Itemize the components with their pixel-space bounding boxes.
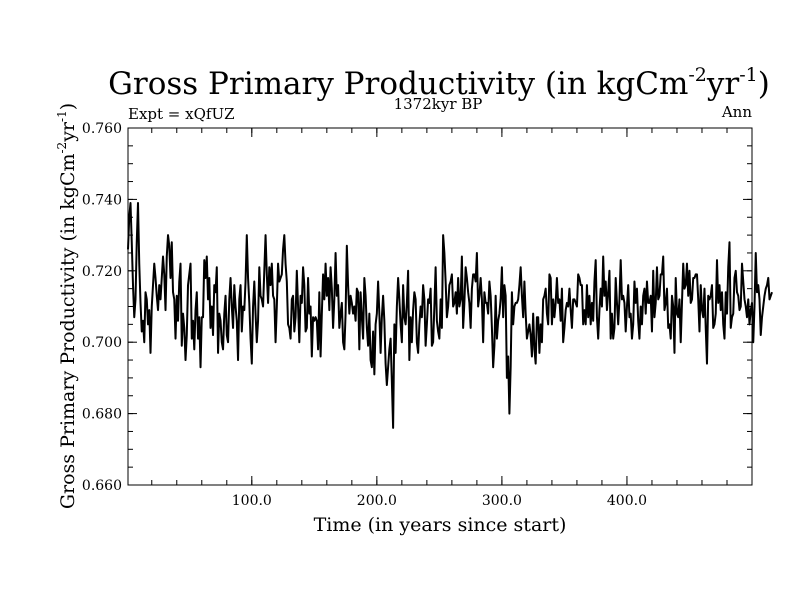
chart-title-sup1: -2 xyxy=(688,64,707,86)
y-axis-label-sup1: -2 xyxy=(55,142,69,154)
chart-title-main: Gross Primary Productivity (in kgCm xyxy=(108,66,688,102)
x-tick-label: 100.0 xyxy=(232,493,272,509)
x-tick-label: 300.0 xyxy=(482,493,522,509)
y-tick-label: 0.720 xyxy=(82,264,122,280)
y-axis-label-mid: yr xyxy=(57,121,79,143)
y-axis-label-sup2: -1 xyxy=(55,110,69,122)
y-axis-label-main: Gross Primary Productivity (in kgCm xyxy=(57,154,79,510)
subtitle-left: Expt = xQfUZ xyxy=(128,105,235,123)
x-tick-label: 200.0 xyxy=(357,493,397,509)
subtitle-right: Ann xyxy=(721,103,752,121)
chart-title-sup2: -1 xyxy=(739,64,758,86)
x-tick-label: 400.0 xyxy=(607,493,647,509)
series-line-gpp xyxy=(127,201,773,429)
axis-ticks xyxy=(128,127,753,486)
chart-title-mid: yr xyxy=(706,66,740,102)
subtitle-center: 1372kyr BP xyxy=(394,95,483,113)
y-tick-label: 0.760 xyxy=(82,121,122,137)
y-tick-label: 0.680 xyxy=(82,407,122,423)
y-tick-label: 0.700 xyxy=(82,335,122,351)
y-axis-label: Gross Primary Productivity (in kgCm-2yr-… xyxy=(55,103,79,509)
y-tick-label: 0.660 xyxy=(82,478,122,494)
chart-title: Gross Primary Productivity (in kgCm-2yr-… xyxy=(108,64,770,102)
x-axis-label: Time (in years since start) xyxy=(314,514,567,536)
chart-title-end: ) xyxy=(758,66,770,102)
axis-tick-labels: 0.660 0.680 0.700 0.720 0.740 0.760 100.0 200.0… xyxy=(82,121,647,509)
y-axis-label-end: ) xyxy=(57,103,79,110)
y-tick-label: 0.740 xyxy=(82,192,122,208)
